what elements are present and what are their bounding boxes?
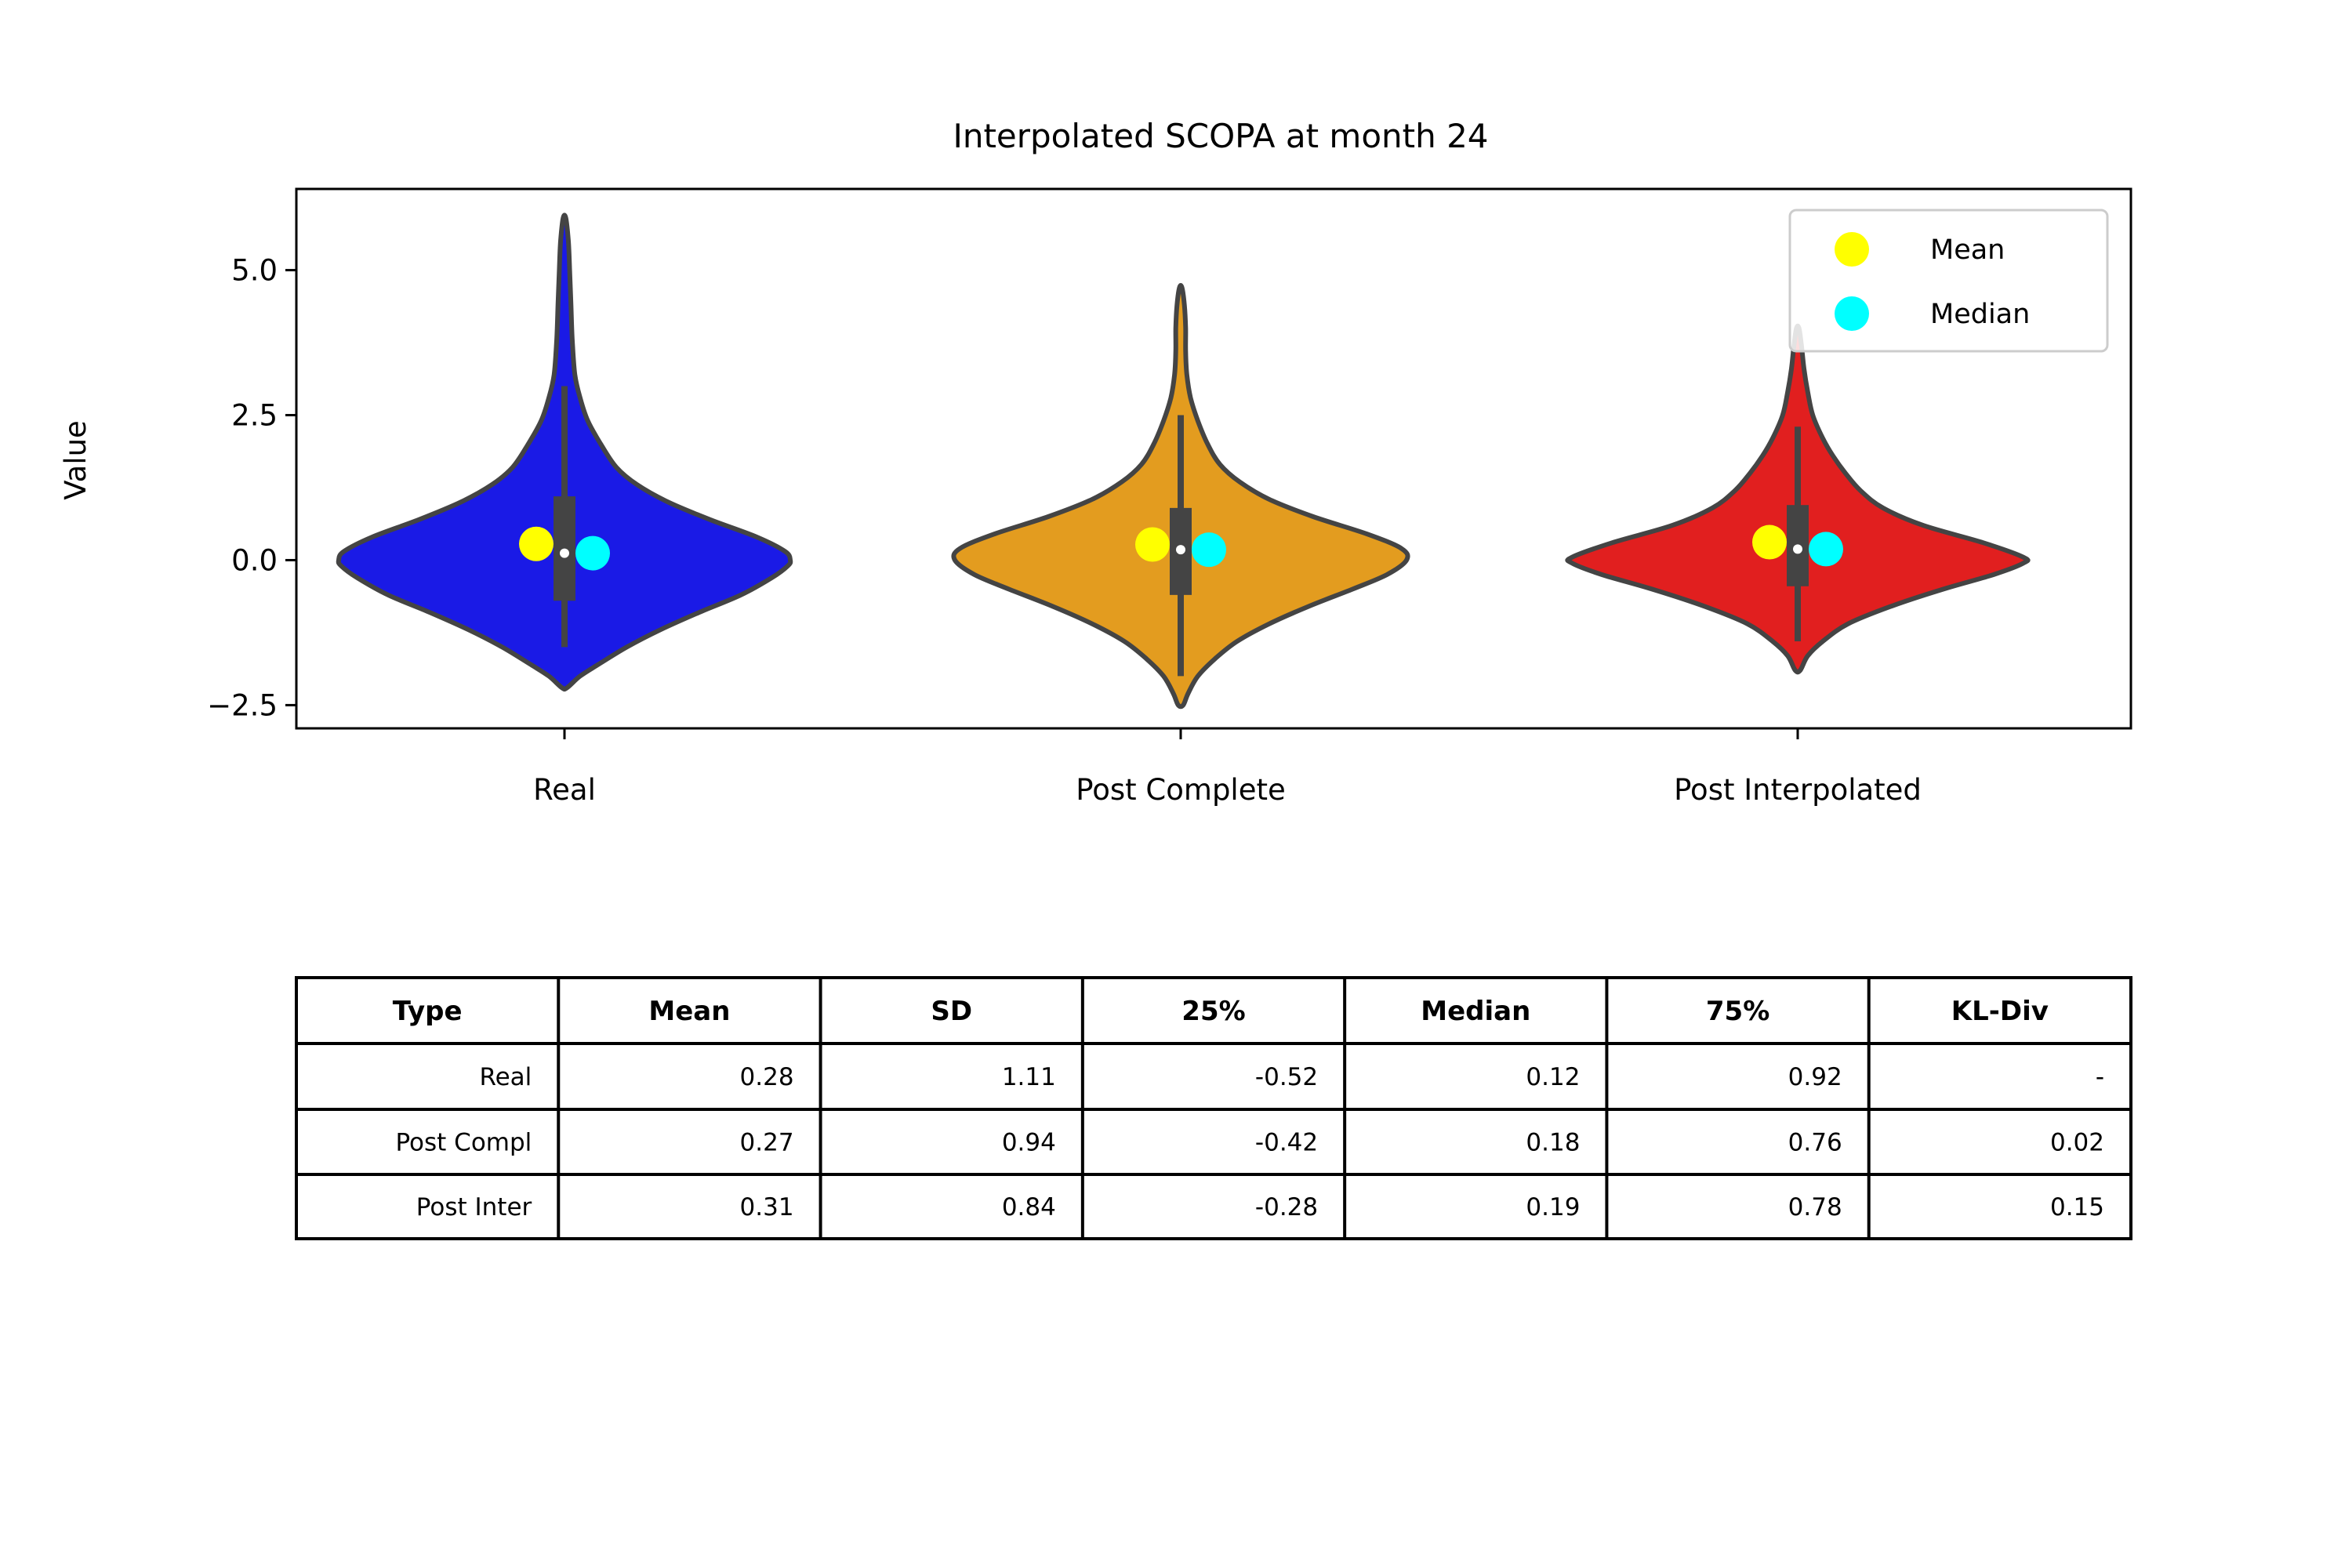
chart-title: Interpolated SCOPA at month 24 (953, 117, 1488, 155)
stats-table: Type Mean SD 25% Median 75% KL-Div Real 0.28 1.11… (295, 976, 2132, 1240)
table-header-cell: Mean (648, 996, 730, 1027)
x-tick-label: Post Interpolated (1674, 773, 1922, 807)
y-axis-label: Value (59, 420, 93, 500)
table-cell: 0.18 (1526, 1129, 1580, 1157)
table-cell: 0.27 (740, 1129, 794, 1157)
y-tick-label: 5.0 (231, 254, 278, 288)
median-marker (1809, 532, 1843, 567)
table-cell: 0.28 (740, 1063, 794, 1091)
legend-marker (1835, 232, 1869, 267)
y-tick-label: 0.0 (231, 543, 278, 577)
legend-box (1788, 209, 2109, 353)
violin-center-dot (1176, 545, 1185, 555)
mean-marker (1135, 527, 1170, 562)
table-cell: -0.42 (1255, 1129, 1318, 1157)
table-header-cell: Type (393, 996, 463, 1027)
table-cell: Post Inter (416, 1193, 532, 1221)
table-cell: 0.31 (740, 1193, 794, 1221)
legend-label: Mean (1930, 234, 2005, 266)
table-cell: Post Compl (395, 1129, 532, 1157)
table-header-cell: KL-Div (1951, 996, 2049, 1027)
table-cell: 0.19 (1526, 1193, 1580, 1221)
median-marker (575, 535, 610, 571)
table-cell: -0.28 (1255, 1193, 1318, 1221)
table-cell: - (2096, 1063, 2104, 1091)
violin-center-dot (560, 548, 569, 558)
x-tick-label: Real (533, 773, 596, 807)
legend-label: Median (1930, 299, 2030, 330)
legend: Mean Median (1788, 209, 2109, 353)
axes-layer: −2.5 0.0 2.5 5.0 Real Post Complete Post Inter… (207, 187, 2132, 807)
table-header-cell: Median (1421, 996, 1530, 1027)
table-header-cell: 75% (1706, 996, 1769, 1027)
violins-layer (336, 212, 2031, 710)
table-cell: Real (479, 1063, 532, 1091)
y-tick-label: 2.5 (231, 399, 278, 433)
table-cell: 0.15 (2050, 1193, 2104, 1221)
table-cell: 0.92 (1788, 1063, 1842, 1091)
violin-center-dot (1793, 544, 1802, 554)
x-tick-label: Post Complete (1076, 773, 1286, 807)
table-cell: -0.52 (1255, 1063, 1318, 1091)
table-header-cell: SD (931, 996, 972, 1027)
table-cell: 0.76 (1788, 1129, 1842, 1157)
median-marker (1192, 532, 1226, 568)
table-cell: 0.12 (1526, 1063, 1580, 1091)
legend-marker (1835, 296, 1869, 331)
table-cell: 0.84 (1002, 1193, 1056, 1221)
table-cell: 1.11 (1002, 1063, 1056, 1091)
y-tick-label: −2.5 (207, 688, 278, 722)
mean-marker (519, 526, 554, 561)
table-cell: 0.94 (1002, 1129, 1056, 1157)
table-header-cell: 25% (1181, 996, 1245, 1027)
table-cell: 0.02 (2050, 1129, 2104, 1157)
table-cell: 0.78 (1788, 1193, 1842, 1221)
mean-marker (1752, 524, 1787, 560)
plot-frame (295, 187, 2132, 730)
